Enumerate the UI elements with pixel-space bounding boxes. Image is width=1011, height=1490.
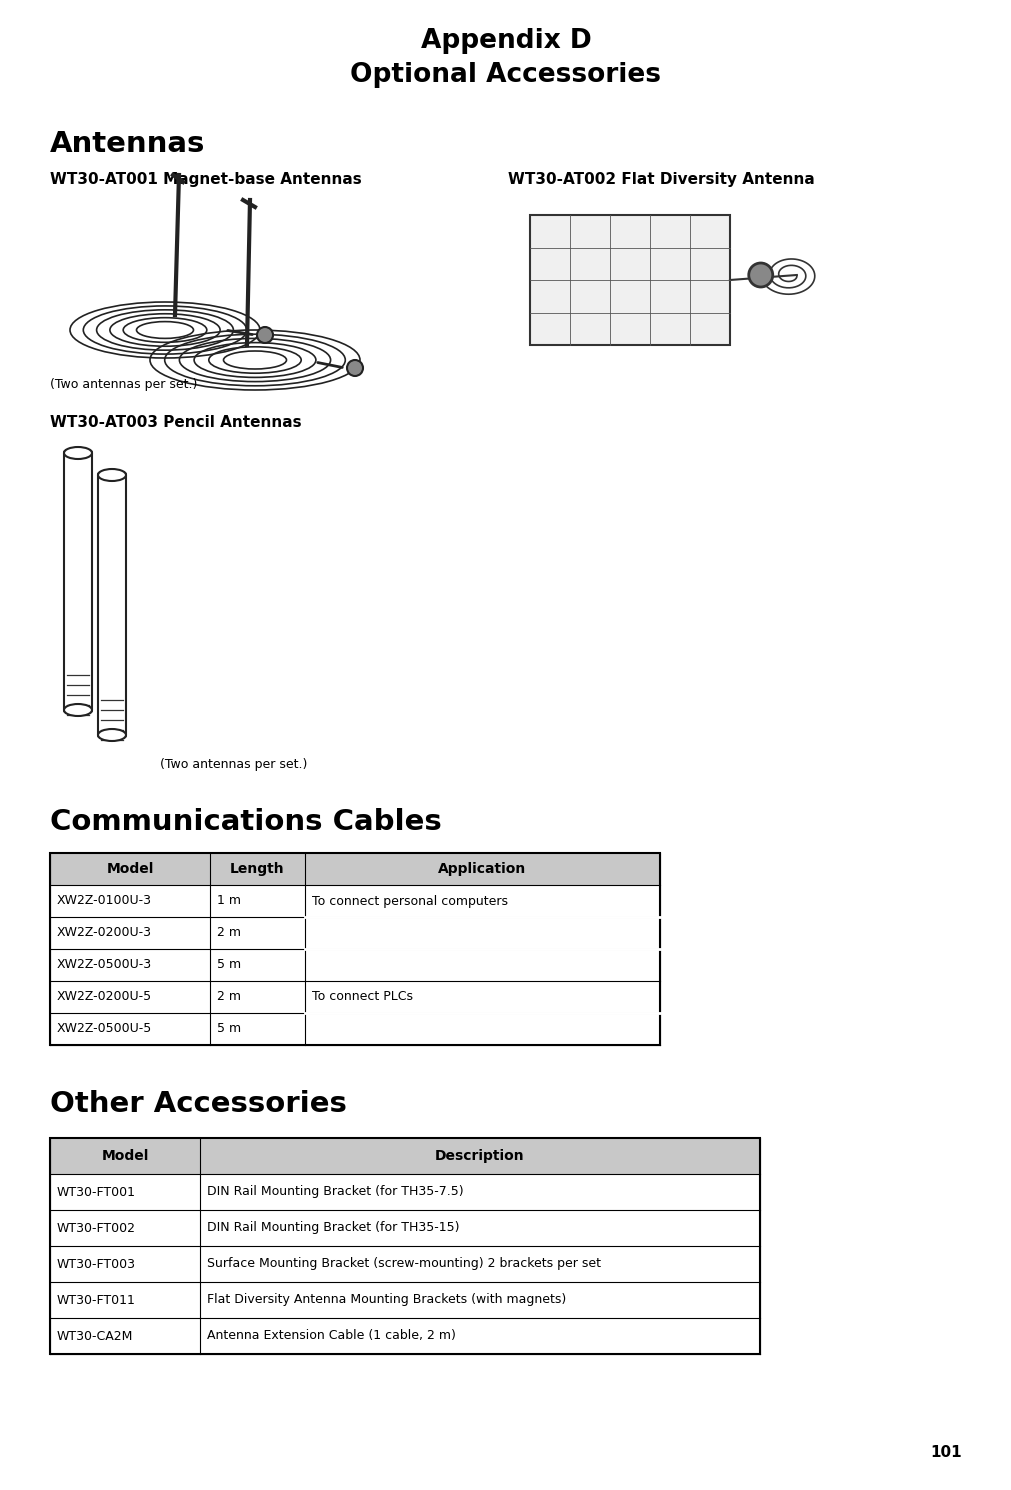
- Text: 5 m: 5 m: [216, 1022, 241, 1036]
- Ellipse shape: [98, 729, 126, 741]
- Text: Antenna Extension Cable (1 cable, 2 m): Antenna Extension Cable (1 cable, 2 m): [207, 1329, 455, 1342]
- Ellipse shape: [98, 469, 126, 481]
- Text: 2 m: 2 m: [216, 927, 241, 940]
- Text: XW2Z-0200U-3: XW2Z-0200U-3: [57, 927, 152, 940]
- Text: To connect PLCs: To connect PLCs: [311, 991, 412, 1003]
- Ellipse shape: [64, 703, 92, 717]
- Text: WT30-AT001 Magnet-base Antennas: WT30-AT001 Magnet-base Antennas: [50, 171, 361, 188]
- Bar: [50, 852, 659, 885]
- Bar: [50, 1138, 759, 1354]
- Text: 1 m: 1 m: [216, 894, 241, 907]
- Text: Other Accessories: Other Accessories: [50, 1091, 347, 1118]
- Circle shape: [257, 326, 273, 343]
- Text: WT30-AT002 Flat Diversity Antenna: WT30-AT002 Flat Diversity Antenna: [508, 171, 814, 188]
- Text: WT30-AT003 Pencil Antennas: WT30-AT003 Pencil Antennas: [50, 416, 301, 431]
- Text: Application: Application: [438, 863, 526, 876]
- Text: DIN Rail Mounting Bracket (for TH35-15): DIN Rail Mounting Bracket (for TH35-15): [207, 1222, 459, 1235]
- Text: WT30-FT001: WT30-FT001: [57, 1186, 135, 1198]
- Text: Flat Diversity Antenna Mounting Brackets (with magnets): Flat Diversity Antenna Mounting Brackets…: [207, 1293, 566, 1307]
- Bar: [50, 1138, 759, 1174]
- Text: XW2Z-0200U-5: XW2Z-0200U-5: [57, 991, 152, 1003]
- Text: To connect personal computers: To connect personal computers: [311, 894, 508, 907]
- Text: XW2Z-0500U-5: XW2Z-0500U-5: [57, 1022, 152, 1036]
- Circle shape: [347, 361, 363, 375]
- Text: Appendix D: Appendix D: [421, 28, 590, 54]
- Bar: [50, 852, 659, 1044]
- Circle shape: [748, 264, 772, 288]
- Text: Communications Cables: Communications Cables: [50, 808, 442, 836]
- Text: 2 m: 2 m: [216, 991, 241, 1003]
- Text: WT30-CA2M: WT30-CA2M: [57, 1329, 133, 1342]
- Text: Surface Mounting Bracket (screw-mounting) 2 brackets per set: Surface Mounting Bracket (screw-mounting…: [207, 1258, 601, 1271]
- FancyBboxPatch shape: [98, 472, 126, 738]
- Text: (Two antennas per set.): (Two antennas per set.): [160, 758, 307, 770]
- FancyBboxPatch shape: [64, 450, 92, 714]
- Text: 5 m: 5 m: [216, 958, 241, 971]
- Ellipse shape: [64, 447, 92, 459]
- Text: DIN Rail Mounting Bracket (for TH35-7.5): DIN Rail Mounting Bracket (for TH35-7.5): [207, 1186, 463, 1198]
- Text: WT30-FT011: WT30-FT011: [57, 1293, 135, 1307]
- Text: XW2Z-0100U-3: XW2Z-0100U-3: [57, 894, 152, 907]
- Text: XW2Z-0500U-3: XW2Z-0500U-3: [57, 958, 152, 971]
- Text: WT30-FT002: WT30-FT002: [57, 1222, 135, 1235]
- Text: Antennas: Antennas: [50, 130, 205, 158]
- Text: Model: Model: [106, 863, 154, 876]
- Text: (Two antennas per set.): (Two antennas per set.): [50, 378, 197, 390]
- Bar: [530, 215, 729, 346]
- Text: Model: Model: [101, 1149, 149, 1164]
- Text: Length: Length: [229, 863, 284, 876]
- Text: Description: Description: [435, 1149, 525, 1164]
- Text: 101: 101: [929, 1445, 961, 1460]
- Text: Optional Accessories: Optional Accessories: [350, 63, 661, 88]
- Text: WT30-FT003: WT30-FT003: [57, 1258, 135, 1271]
